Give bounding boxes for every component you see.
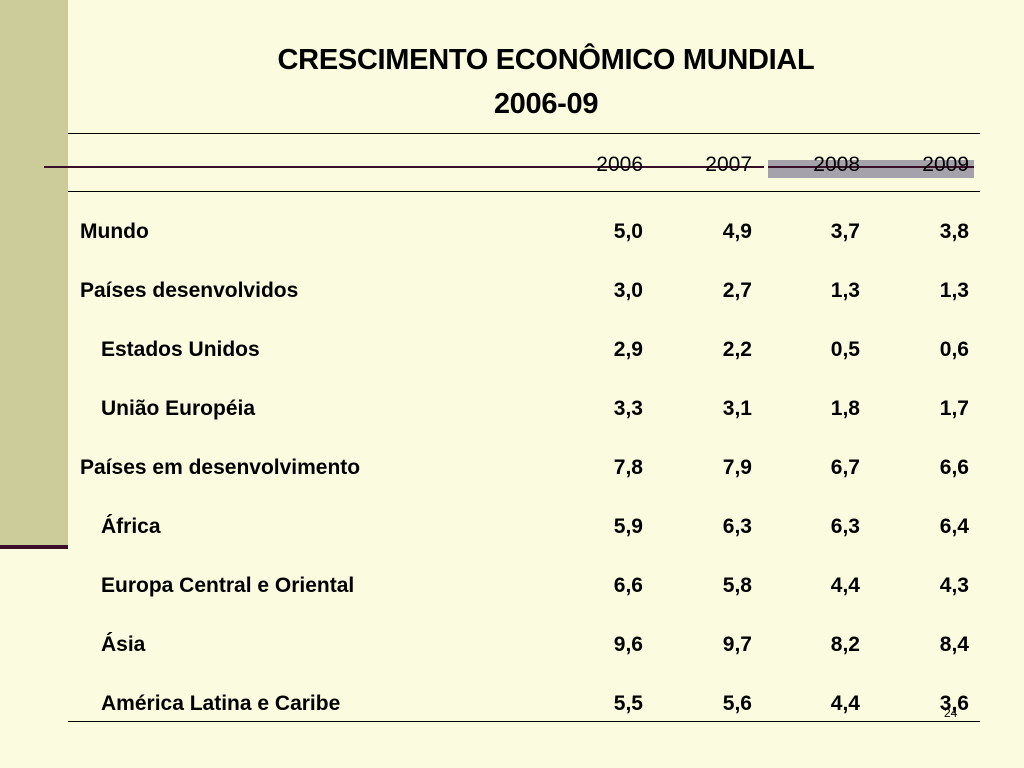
table-cell: 5,9 [613, 515, 643, 538]
table-cell: 3,3 [613, 397, 643, 420]
accent-line-right [768, 166, 974, 168]
row-label-africa: África [101, 515, 161, 538]
column-header-2006: 2006 [596, 153, 643, 176]
table-cell: 6,3 [830, 515, 860, 538]
table-cell: 1,3 [939, 279, 969, 302]
table-cell: 3,7 [830, 220, 860, 243]
table-cell: 4,3 [939, 574, 969, 597]
table-cell: 6,7 [830, 456, 860, 479]
table-cell: 4,4 [830, 692, 860, 715]
table-cell: 3,1 [722, 397, 752, 420]
title-line-1: CRESCIMENTO ECONÔMICO MUNDIAL [277, 44, 815, 76]
table-cell: 0,6 [939, 338, 969, 361]
table-cell: 1,8 [830, 397, 860, 420]
row-label-america-latina-caribe: América Latina e Caribe [101, 692, 341, 715]
table-cell: 6,6 [613, 574, 643, 597]
table-cell: 0,5 [830, 338, 860, 361]
side-band [0, 0, 68, 545]
table-bottom-rule [68, 721, 980, 722]
table-cell: 2,7 [722, 279, 752, 302]
table-cell: 3,6 [939, 692, 969, 715]
table-cell: 2,2 [722, 338, 752, 361]
column-header-2009: 2009 [922, 153, 969, 176]
table-cell: 7,9 [722, 456, 752, 479]
row-label-estados-unidos: Estados Unidos [101, 338, 260, 361]
year-highlight [768, 160, 974, 178]
column-header-2008: 2008 [813, 153, 860, 176]
table-cell: 3,8 [939, 220, 969, 243]
table-cell: 9,7 [722, 633, 752, 656]
slide-title: CRESCIMENTO ECONÔMICO MUNDIAL 2006-09 [68, 38, 1024, 126]
row-label-paises-em-desenvolvimento: Países em desenvolvimento [80, 456, 361, 479]
table-top-rule [68, 133, 980, 134]
page-number: 24 [944, 706, 958, 720]
table-cell: 5,5 [613, 692, 643, 715]
table-cell: 1,3 [830, 279, 860, 302]
table-cell: 7,8 [613, 456, 643, 479]
column-header-2007: 2007 [705, 153, 752, 176]
table-header-rule [68, 191, 980, 192]
table-cell: 6,4 [939, 515, 969, 538]
row-label-asia: Ásia [101, 633, 146, 656]
table-cell: 6,3 [722, 515, 752, 538]
table-cell: 9,6 [613, 633, 643, 656]
table-cell: 4,4 [830, 574, 860, 597]
table-cell: 8,2 [830, 633, 860, 656]
row-label-paises-desenvolvidos: Países desenvolvidos [80, 279, 299, 302]
table-cell: 8,4 [939, 633, 969, 656]
title-line-2: 2006-09 [493, 88, 599, 120]
row-label-mundo: Mundo [80, 220, 149, 243]
table-cell: 5,0 [613, 220, 643, 243]
table-cell: 5,6 [722, 692, 752, 715]
row-label-uniao-europeia: União Européia [101, 397, 256, 420]
table-cell: 2,9 [613, 338, 643, 361]
side-band-rule [0, 545, 68, 549]
row-label-europa-central-oriental: Europa Central e Oriental [101, 574, 355, 597]
table-cell: 4,9 [722, 220, 752, 243]
table-cell: 1,7 [939, 397, 969, 420]
accent-line [44, 166, 764, 168]
table-cell: 3,0 [613, 279, 643, 302]
table-cell: 6,6 [939, 456, 969, 479]
table-cell: 5,8 [722, 574, 752, 597]
